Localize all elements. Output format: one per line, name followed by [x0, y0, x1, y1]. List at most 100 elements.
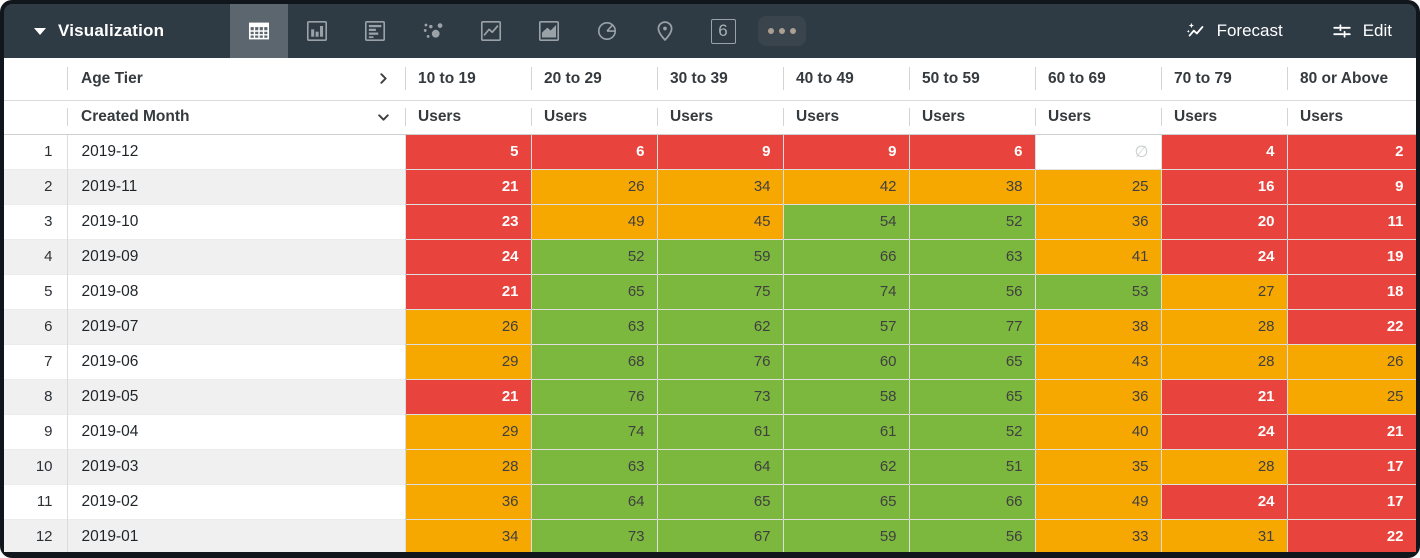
- age-tier-column-header[interactable]: 10 to 19: [405, 58, 531, 101]
- value-cell[interactable]: 4: [1160, 133, 1288, 170]
- measure-header[interactable]: Users: [783, 100, 909, 135]
- value-cell[interactable]: 42: [782, 168, 910, 205]
- value-cell[interactable]: 65: [656, 483, 784, 520]
- value-cell[interactable]: 65: [908, 343, 1036, 380]
- age-tier-column-header[interactable]: 50 to 59: [909, 58, 1035, 101]
- value-cell[interactable]: 73: [530, 518, 658, 552]
- value-cell[interactable]: 65: [782, 483, 910, 520]
- value-cell[interactable]: 66: [782, 238, 910, 275]
- value-cell[interactable]: 16: [1160, 168, 1288, 205]
- viz-tab-line-chart[interactable]: [462, 4, 520, 58]
- value-cell[interactable]: 6: [530, 133, 658, 170]
- value-cell[interactable]: 62: [782, 448, 910, 485]
- viz-tab-scatter-plot[interactable]: [404, 4, 462, 58]
- value-cell[interactable]: 49: [530, 203, 658, 240]
- edit-button[interactable]: Edit: [1307, 4, 1416, 58]
- value-cell[interactable]: 23: [404, 203, 532, 240]
- value-cell[interactable]: 22: [1286, 308, 1416, 345]
- viz-tab-horizontal-bar-chart[interactable]: [346, 4, 404, 58]
- value-cell[interactable]: 54: [782, 203, 910, 240]
- value-cell[interactable]: 45: [656, 203, 784, 240]
- value-cell[interactable]: 9: [782, 133, 910, 170]
- value-cell[interactable]: 11: [1286, 203, 1416, 240]
- measure-header[interactable]: Users: [909, 100, 1035, 135]
- value-cell[interactable]: 38: [1034, 308, 1162, 345]
- value-cell[interactable]: 24: [1160, 238, 1288, 275]
- month-cell[interactable]: 2019-11: [66, 168, 405, 204]
- month-cell[interactable]: 2019-01: [66, 518, 405, 552]
- value-cell[interactable]: 21: [404, 168, 532, 205]
- value-cell[interactable]: 56: [908, 273, 1036, 310]
- value-cell[interactable]: 61: [656, 413, 784, 450]
- age-tier-column-header[interactable]: 40 to 49: [783, 58, 909, 101]
- month-cell[interactable]: 2019-12: [66, 133, 405, 169]
- value-cell[interactable]: 21: [404, 273, 532, 310]
- month-cell[interactable]: 2019-05: [66, 378, 405, 414]
- value-cell[interactable]: 28: [404, 448, 532, 485]
- value-cell[interactable]: 66: [908, 483, 1036, 520]
- value-cell[interactable]: 52: [530, 238, 658, 275]
- value-cell[interactable]: 22: [1286, 518, 1416, 552]
- value-cell[interactable]: 57: [782, 308, 910, 345]
- viz-tab-table[interactable]: [230, 4, 288, 58]
- forecast-button[interactable]: Forecast: [1161, 4, 1307, 58]
- viz-tab-single-value[interactable]: 6: [694, 4, 752, 58]
- value-cell[interactable]: 36: [1034, 378, 1162, 415]
- month-cell[interactable]: 2019-07: [66, 308, 405, 344]
- month-cell[interactable]: 2019-02: [66, 483, 405, 519]
- value-cell[interactable]: 31: [1160, 518, 1288, 552]
- value-cell[interactable]: 28: [1160, 308, 1288, 345]
- value-cell[interactable]: 38: [908, 168, 1036, 205]
- value-cell[interactable]: 24: [1160, 483, 1288, 520]
- visualization-dropdown[interactable]: Visualization: [4, 4, 230, 58]
- value-cell[interactable]: 63: [530, 448, 658, 485]
- month-cell[interactable]: 2019-10: [66, 203, 405, 239]
- value-cell[interactable]: 20: [1160, 203, 1288, 240]
- measure-header[interactable]: Users: [1035, 100, 1161, 135]
- value-cell[interactable]: 34: [656, 168, 784, 205]
- value-cell[interactable]: 2: [1286, 133, 1416, 170]
- value-cell[interactable]: 40: [1034, 413, 1162, 450]
- viz-tab-area-chart[interactable]: [520, 4, 578, 58]
- pivot-field-header[interactable]: Age Tier: [67, 58, 405, 101]
- value-cell[interactable]: 9: [1286, 168, 1416, 205]
- month-cell[interactable]: 2019-03: [66, 448, 405, 484]
- value-cell[interactable]: 25: [1286, 378, 1416, 415]
- value-cell[interactable]: 26: [530, 168, 658, 205]
- age-tier-column-header[interactable]: 20 to 29: [531, 58, 657, 101]
- value-cell[interactable]: 74: [782, 273, 910, 310]
- value-cell[interactable]: 24: [404, 238, 532, 275]
- value-cell[interactable]: 60: [782, 343, 910, 380]
- value-cell[interactable]: 62: [656, 308, 784, 345]
- value-cell[interactable]: 26: [404, 308, 532, 345]
- value-cell[interactable]: 65: [908, 378, 1036, 415]
- age-tier-column-header[interactable]: 60 to 69: [1035, 58, 1161, 101]
- value-cell[interactable]: 73: [656, 378, 784, 415]
- value-cell[interactable]: 76: [530, 378, 658, 415]
- value-cell[interactable]: 53: [1034, 273, 1162, 310]
- value-cell[interactable]: 64: [656, 448, 784, 485]
- viz-tab-map[interactable]: [636, 4, 694, 58]
- value-cell[interactable]: 76: [656, 343, 784, 380]
- value-cell[interactable]: 29: [404, 343, 532, 380]
- value-cell[interactable]: 21: [404, 378, 532, 415]
- age-tier-column-header[interactable]: 70 to 79: [1161, 58, 1287, 101]
- value-cell[interactable]: 49: [1034, 483, 1162, 520]
- month-cell[interactable]: 2019-04: [66, 413, 405, 449]
- more-viz-types-button[interactable]: [758, 16, 806, 46]
- value-cell[interactable]: 64: [530, 483, 658, 520]
- value-cell[interactable]: 19: [1286, 238, 1416, 275]
- value-cell[interactable]: 9: [656, 133, 784, 170]
- value-cell[interactable]: 65: [530, 273, 658, 310]
- value-cell[interactable]: 59: [656, 238, 784, 275]
- value-cell[interactable]: 61: [782, 413, 910, 450]
- value-cell[interactable]: 26: [1286, 343, 1416, 380]
- value-cell[interactable]: 17: [1286, 483, 1416, 520]
- viz-tab-pie-chart[interactable]: [578, 4, 636, 58]
- value-cell[interactable]: 75: [656, 273, 784, 310]
- value-cell[interactable]: 43: [1034, 343, 1162, 380]
- measure-header[interactable]: Users: [657, 100, 783, 135]
- value-cell[interactable]: 29: [404, 413, 532, 450]
- viz-tab-bar-chart[interactable]: [288, 4, 346, 58]
- null-value-cell[interactable]: ∅: [1034, 133, 1162, 170]
